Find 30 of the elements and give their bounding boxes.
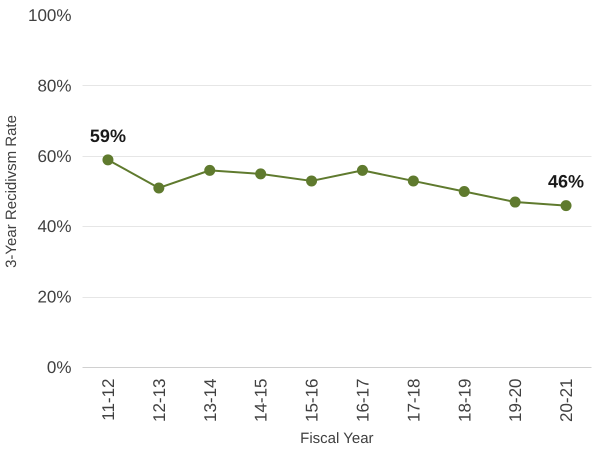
point bbox=[356, 164, 368, 176]
y-axis-title: 3-Year Recidivsm Rate bbox=[3, 115, 20, 268]
data-label: 46% bbox=[548, 172, 584, 192]
y-tick-label: 0% bbox=[46, 358, 72, 377]
x-tick-label: 16-17 bbox=[353, 378, 372, 422]
x-tick-label: 17-18 bbox=[404, 378, 424, 422]
point bbox=[458, 186, 470, 197]
y-tick-label: 60% bbox=[37, 146, 72, 166]
point bbox=[204, 164, 216, 176]
point bbox=[408, 175, 419, 186]
x-tick-label: 11-12 bbox=[98, 378, 118, 421]
y-tick-label: 20% bbox=[37, 288, 72, 307]
point bbox=[560, 200, 572, 212]
x-tick-label: 14-15 bbox=[252, 378, 271, 422]
x-axis-title: Fiscal Year bbox=[300, 430, 374, 447]
point bbox=[510, 196, 521, 208]
y-tick-label: 100% bbox=[28, 6, 72, 25]
point bbox=[153, 182, 164, 194]
x-tick-label: 13-14 bbox=[200, 378, 220, 422]
x-tick-label: 20-21 bbox=[557, 378, 576, 422]
x-tick-label: 12-13 bbox=[150, 378, 169, 422]
x-tick-label: 19-20 bbox=[506, 378, 526, 422]
y-tick-label: 80% bbox=[37, 76, 72, 96]
point bbox=[102, 154, 114, 166]
y-tick-label: 40% bbox=[37, 217, 72, 236]
data-label: 59% bbox=[90, 126, 126, 146]
point bbox=[306, 175, 318, 186]
x-tick-label: 18-19 bbox=[455, 378, 474, 422]
point bbox=[255, 168, 266, 180]
x-tick-label: 15-16 bbox=[302, 378, 322, 422]
